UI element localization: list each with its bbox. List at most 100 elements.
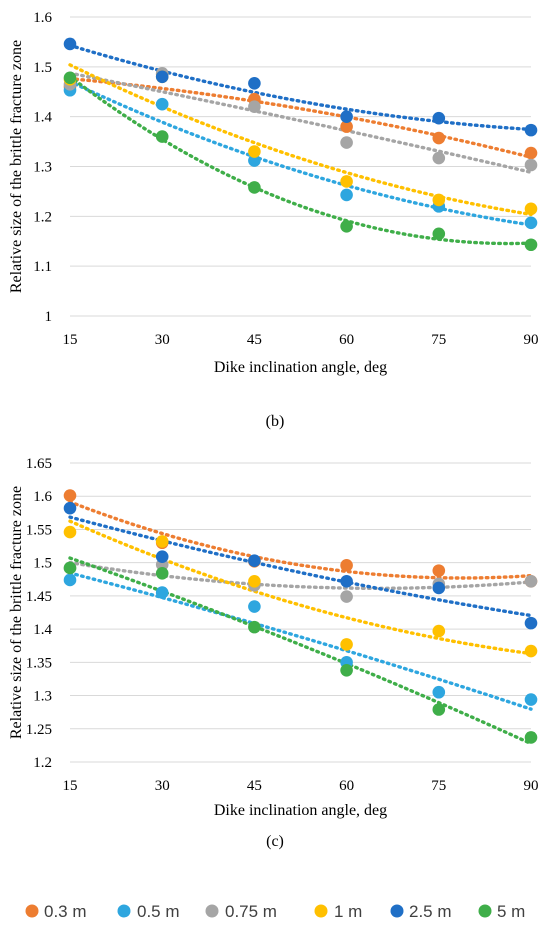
caption-c: (c): [266, 833, 284, 850]
legend-label-1-m: 1 m: [334, 902, 362, 921]
caption-b: (b): [266, 413, 285, 430]
y-axis-label-b: Relative size of the brittle fracture zo…: [8, 40, 25, 293]
point-c-2-5-m-x60: [340, 574, 353, 588]
y-tick-label-c-1-65: 1.65: [26, 456, 52, 472]
point-c-5-m-x90: [524, 731, 538, 744]
trendline-b-0-3-m: [68, 76, 533, 159]
point-b-5-m-x75: [432, 227, 446, 241]
point-c-0-75-m-x60: [340, 590, 353, 603]
point-b-2-5-m-x90: [524, 123, 538, 137]
point-b-1-m-x75: [432, 193, 446, 207]
point-c-2-5-m-x30: [155, 550, 169, 563]
y-tick-label-b-1-5: 1.5: [33, 60, 52, 76]
trendline-b-0-5-m: [68, 79, 533, 227]
point-c-5-m-x45: [248, 620, 261, 634]
legend-label-0-3-m: 0.3 m: [44, 902, 87, 921]
point-c-0-5-m-x15: [63, 573, 77, 587]
y-tick-label-c-1-25: 1.25: [26, 722, 52, 738]
point-b-0-3-m-x90: [524, 146, 538, 160]
point-c-1-m-x75: [432, 624, 446, 638]
trendline-c-0-5-m: [68, 571, 533, 711]
point-c-5-m-x30: [155, 566, 169, 580]
point-b-2-5-m-x15: [63, 37, 77, 51]
point-b-1-m-x90: [524, 202, 538, 216]
point-c-0-5-m-x30: [155, 586, 169, 599]
point-c-2-5-m-x90: [524, 616, 538, 630]
y-tick-label-c-1-45: 1.45: [26, 589, 52, 605]
point-b-0-3-m-x75: [432, 131, 446, 145]
x-tick-label-b-30: 30: [155, 332, 170, 348]
point-b-2-5-m-x60: [340, 110, 353, 123]
y-tick-label-c-1-55: 1.55: [26, 522, 52, 538]
point-b-5-m-x15: [63, 71, 77, 85]
legend-label-0-5-m: 0.5 m: [137, 902, 180, 921]
legend: 0.3 m 0.5 m 0.75 m 1 m 2.5 m 5 m: [25, 902, 525, 921]
x-tick-label-c-15: 15: [63, 778, 78, 794]
y-tick-label-c-1-6: 1.6: [33, 489, 52, 505]
point-b-0-3-m-x60: [340, 120, 353, 133]
chart-c: 1.2 1.25 1.3 1.35 1.4 1.45 1.5 1.55 1.6 1.65 15 30 4…: [8, 456, 539, 850]
point-b-0-5-m-x30: [155, 97, 169, 111]
point-c-1-m-x60: [340, 638, 353, 651]
point-c-0-5-m-x75: [432, 685, 446, 699]
trendline-c-0-3-m: [68, 500, 533, 580]
point-b-1-m-x45: [248, 145, 261, 158]
y-tick-label-c-1-3: 1.3: [33, 689, 52, 705]
x-tick-label-b-90: 90: [524, 332, 539, 348]
y-axis-label-c: Relative size of the brittle fracture zo…: [8, 486, 25, 739]
point-c-2-5-m-x45: [248, 554, 261, 567]
chart-b: 1 1.1 1.2 1.3 1.4 1.5 1.6 15 30 45 60 75 90 Dike incl…: [8, 10, 539, 430]
x-tick-label-b-75: 75: [431, 332, 446, 348]
point-b-5-m-x90: [524, 238, 538, 252]
trendline-c-0-75-m: [68, 560, 533, 591]
point-c-0-3-m-x15: [63, 489, 77, 502]
point-b-2-5-m-x30: [155, 70, 169, 84]
y-tick-label-c-1-35: 1.35: [26, 655, 52, 671]
point-b-0-5-m-x60: [340, 188, 353, 202]
point-c-0-75-m-x90: [524, 574, 538, 588]
point-b-5-m-x60: [340, 220, 353, 233]
trendline-b-2-5-m: [68, 43, 533, 132]
point-b-0-75-m-x60: [340, 136, 353, 149]
point-c-2-5-m-x15: [63, 501, 77, 515]
point-b-5-m-x30: [155, 130, 169, 143]
x-axis-label-c: Dike inclination angle, deg: [214, 802, 387, 819]
y-tick-label-b-1-4: 1.4: [33, 110, 52, 126]
trendline-b-1-m: [68, 63, 533, 217]
point-c-1-m-x15: [63, 525, 77, 539]
x-tick-label-c-45: 45: [247, 778, 262, 794]
point-c-0-3-m-x60: [340, 559, 353, 572]
x-tick-label-c-30: 30: [155, 778, 170, 794]
y-tick-label-c-1-2: 1.2: [33, 755, 52, 771]
point-b-2-5-m-x45: [248, 76, 261, 90]
legend-marker-5-m: [478, 904, 492, 918]
trendline-b-0-75-m: [68, 71, 533, 174]
legend-marker-0-5-m: [117, 904, 131, 918]
trendline-c-2-5-m: [68, 515, 533, 618]
point-b-1-m-x60: [340, 175, 353, 188]
y-tick-label-b-1-3: 1.3: [33, 160, 52, 176]
y-tick-label-b-1-1: 1.1: [33, 259, 52, 275]
point-c-5-m-x15: [63, 561, 77, 575]
x-tick-label-b-60: 60: [339, 332, 354, 348]
point-b-0-75-m-x75: [432, 151, 446, 165]
trendline-c-5-m: [68, 556, 533, 746]
point-c-1-m-x30: [155, 535, 169, 548]
y-tick-label-b-1-6: 1.6: [33, 10, 52, 26]
point-c-0-5-m-x45: [248, 600, 261, 613]
point-b-2-5-m-x75: [432, 111, 446, 125]
point-c-1-m-x90: [524, 644, 538, 658]
trendline-c-1-m: [68, 519, 533, 656]
point-b-0-5-m-x45: [248, 154, 261, 167]
y-tick-label-b-1: 1: [45, 309, 53, 325]
point-c-0-3-m-x75: [432, 564, 446, 577]
point-c-0-5-m-x90: [524, 693, 538, 706]
legend-marker-2-5-m: [390, 904, 404, 918]
legend-marker-0-75-m: [205, 904, 219, 918]
y-tick-label-c-1-4: 1.4: [33, 622, 52, 638]
x-axis-label-b: Dike inclination angle, deg: [214, 359, 387, 376]
legend-marker-1-m: [314, 904, 328, 918]
point-c-2-5-m-x75: [432, 581, 446, 595]
legend-label-2-5-m: 2.5 m: [409, 902, 452, 921]
